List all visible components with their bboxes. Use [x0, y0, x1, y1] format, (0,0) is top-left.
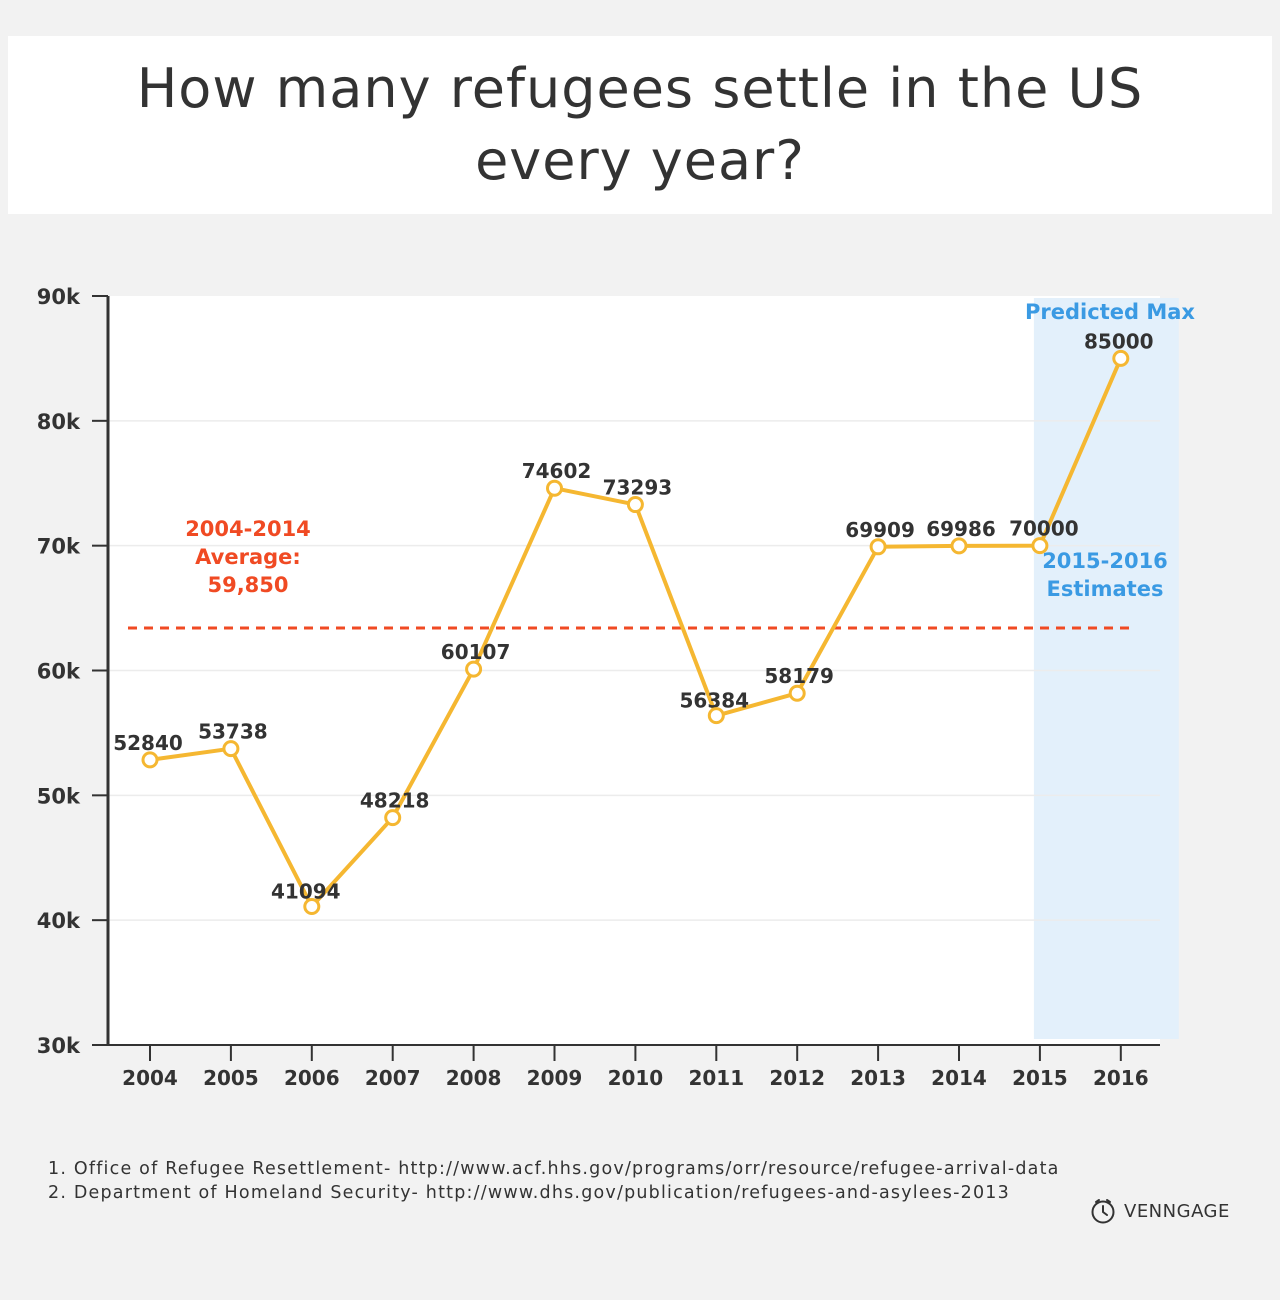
average-label: 59,850 [207, 573, 288, 597]
chart-title: How many refugees settle in the US every… [136, 57, 1144, 192]
clock-icon [1091, 1199, 1115, 1224]
brand-logo: VENNGAGE [1090, 1198, 1230, 1224]
y-tick-label: 80k [37, 410, 81, 434]
data-point [384, 809, 402, 827]
data-point [546, 479, 563, 497]
x-tick-label: 2012 [769, 1066, 825, 1090]
line-chart: 30k 40k 50k 60k 70k 80k 90k 2004 2005 2006 2007 200… [37, 285, 1196, 1090]
x-tick-label: 2013 [850, 1066, 906, 1090]
data-label: 41094 [271, 880, 341, 904]
x-tick-label: 2004 [122, 1066, 178, 1090]
data-point [1031, 537, 1049, 555]
data-label: 52840 [113, 731, 183, 755]
x-tick-label: 2006 [284, 1066, 340, 1090]
x-tick-label: 2008 [446, 1066, 502, 1090]
x-tick-label: 2014 [931, 1066, 987, 1090]
x-tick-label: 2016 [1093, 1066, 1149, 1090]
y-tick-label: 60k [37, 660, 81, 684]
sources-footnote: 1. Office of Refugee Resettlement- http:… [48, 1157, 1088, 1205]
y-tick-label: 90k [37, 285, 81, 309]
estimate-region [1033, 298, 1179, 1039]
data-point [869, 538, 887, 556]
data-point [222, 740, 240, 758]
average-label: Average: [195, 545, 301, 569]
data-point [707, 707, 725, 725]
data-label: 58179 [764, 664, 834, 688]
data-point [303, 898, 321, 916]
data-label: 69986 [926, 517, 996, 541]
data-label: 60107 [441, 640, 511, 664]
data-label: 48218 [360, 789, 430, 813]
x-tick-label: 2015 [1012, 1066, 1068, 1090]
predicted-max-label: Predicted Max [1025, 300, 1195, 324]
data-point [141, 751, 159, 769]
source-1: 1. Office of Refugee Resettlement- http:… [48, 1159, 1060, 1179]
x-tick-label: 2005 [203, 1066, 259, 1090]
average-label: 2004-2014 [185, 517, 311, 541]
data-point [950, 537, 968, 555]
y-tick-label: 30k [37, 1034, 81, 1058]
x-tick-label: 2011 [688, 1066, 744, 1090]
data-label: 53738 [198, 720, 268, 744]
y-tick-label: 40k [37, 909, 81, 933]
data-point [626, 496, 644, 514]
data-label: 74602 [522, 459, 592, 483]
data-label: 69909 [845, 518, 915, 542]
data-point [465, 660, 483, 678]
data-label: 73293 [603, 476, 673, 500]
x-tick-label: 2007 [365, 1066, 421, 1090]
y-tick-label: 50k [37, 784, 81, 808]
estimates-label: 2015-2016 [1042, 549, 1168, 573]
source-2: 2. Department of Homeland Security- http… [48, 1183, 1010, 1203]
y-tick-label: 70k [37, 535, 81, 559]
x-tick-label: 2009 [527, 1066, 583, 1090]
data-point [1112, 349, 1130, 367]
brand-name: VENNGAGE [1124, 1200, 1230, 1222]
estimates-label: Estimates [1047, 577, 1164, 601]
data-point [788, 684, 806, 702]
x-tick-label: 2010 [608, 1066, 664, 1090]
title-panel: How many refugees settle in the US every… [8, 36, 1272, 214]
data-label: 85000 [1084, 329, 1154, 353]
data-label: 70000 [1009, 517, 1079, 541]
